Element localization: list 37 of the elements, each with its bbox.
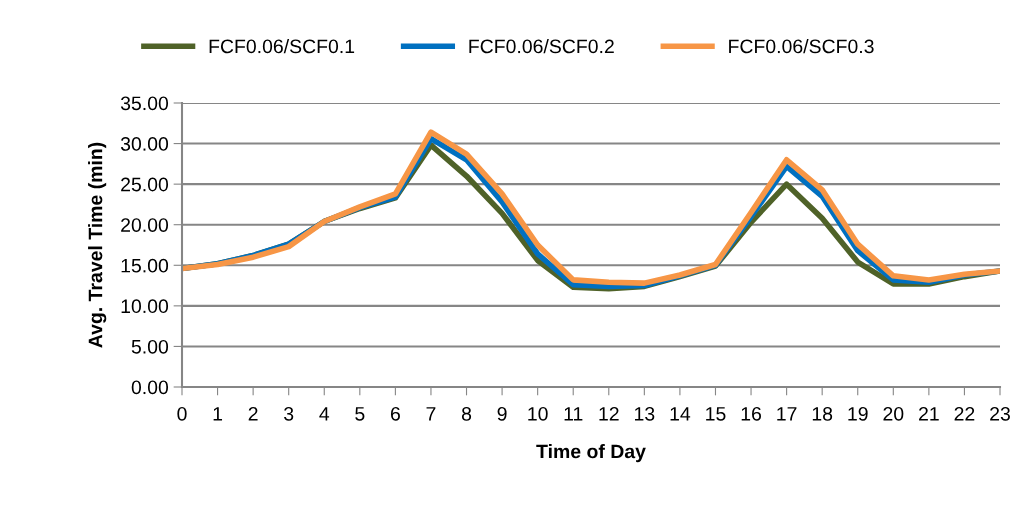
x-tick-label: 10 xyxy=(528,406,548,421)
y-tick-label: 10.00 xyxy=(121,299,169,314)
x-tick-label: 18 xyxy=(812,406,833,421)
x-tick-label: 12 xyxy=(599,406,619,421)
x-tick-label: 1 xyxy=(213,407,223,421)
y-tick-label: 0.00 xyxy=(131,380,169,395)
x-tick-label: 2 xyxy=(248,406,258,421)
x-tick-label: 5 xyxy=(355,407,365,421)
x-axis-title: Time of Day xyxy=(536,444,646,463)
x-tick-label: 9 xyxy=(497,406,507,421)
x-tick-label: 16 xyxy=(741,406,761,421)
x-tick-label: 13 xyxy=(635,406,655,421)
x-tick-label: 23 xyxy=(990,406,1010,421)
x-tick-label: 6 xyxy=(390,406,400,421)
legend-label: FCF0.06/SCF0.3 xyxy=(729,38,874,54)
x-tick-label: 19 xyxy=(848,406,868,421)
x-tick-label: 15 xyxy=(706,407,726,421)
x-tick-label: 20 xyxy=(883,406,904,421)
legend-label: FCF0.06/SCF0.2 xyxy=(469,38,614,54)
y-tick-label: 5.00 xyxy=(131,339,169,354)
x-tick-label: 11 xyxy=(564,407,583,421)
x-tick-label: 21 xyxy=(919,406,939,421)
x-tick-label: 8 xyxy=(461,406,472,421)
x-tick-label: 4 xyxy=(319,407,330,421)
y-tick-label: 35.00 xyxy=(120,96,169,111)
x-tick-label: 22 xyxy=(954,406,975,421)
legend-label: FCF0.06/SCF0.1 xyxy=(209,38,355,54)
y-axis-title: Avg. Travel Time (min) xyxy=(88,142,107,348)
y-tick-label: 25.00 xyxy=(121,177,169,192)
x-tick-label: 0 xyxy=(177,406,187,421)
x-tick-label: 14 xyxy=(670,407,691,421)
y-tick-label: 30.00 xyxy=(120,137,169,151)
x-tick-label: 3 xyxy=(284,406,294,421)
y-tick-label: 15.00 xyxy=(121,258,169,273)
x-tick-label: 7 xyxy=(426,407,436,421)
y-tick-label: 20.00 xyxy=(121,218,169,232)
x-tick-label: 17 xyxy=(777,407,797,421)
